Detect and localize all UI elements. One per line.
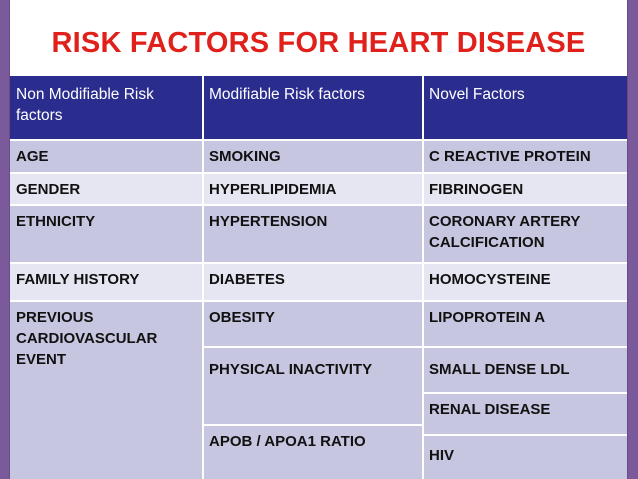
header-novel: Novel Factors bbox=[423, 76, 627, 140]
table-cell: PHYSICAL INACTIVITY bbox=[203, 347, 423, 425]
table-cell: PREVIOUS CARDIOVASCULAR EVENT bbox=[10, 301, 203, 479]
table-cell: FAMILY HISTORY bbox=[10, 263, 203, 301]
header-non-modifiable: Non Modifiable Risk factors bbox=[10, 76, 203, 140]
header-modifiable: Modifiable Risk factors bbox=[203, 76, 423, 140]
table-cell: AGE bbox=[10, 140, 203, 173]
table-cell: APOB / APOA1 RATIO bbox=[203, 425, 423, 479]
table-cell: LIPOPROTEIN A bbox=[423, 301, 627, 347]
table-cell: C REACTIVE PROTEIN bbox=[423, 140, 627, 173]
slide: RISK FACTORS FOR HEART DISEASE Non Modif… bbox=[10, 0, 627, 479]
table-cell: HOMOCYSTEINE bbox=[423, 263, 627, 301]
grid-line bbox=[203, 424, 423, 426]
table-cell: OBESITY bbox=[203, 301, 423, 347]
table-cell: RENAL DISEASE bbox=[423, 393, 627, 435]
table-cell: GENDER bbox=[10, 173, 203, 205]
grid-line bbox=[10, 172, 627, 174]
table-cell: HIV bbox=[423, 435, 627, 479]
grid-line bbox=[10, 300, 627, 302]
grid-line bbox=[423, 434, 627, 436]
grid-line bbox=[10, 262, 627, 264]
table-cell: DIABETES bbox=[203, 263, 423, 301]
table-cell: HYPERLIPIDEMIA bbox=[203, 173, 423, 205]
grid-line bbox=[10, 139, 627, 141]
grid-line bbox=[423, 392, 627, 394]
grid-line bbox=[202, 76, 204, 479]
grid-line bbox=[422, 76, 424, 479]
slide-title: RISK FACTORS FOR HEART DISEASE bbox=[51, 27, 586, 59]
grid-line bbox=[203, 346, 627, 348]
table-cell: ETHNICITY bbox=[10, 205, 203, 263]
grid-line bbox=[10, 204, 627, 206]
table-cell: SMALL DENSE LDL bbox=[423, 347, 627, 393]
table-cell: CORONARY ARTERY CALCIFICATION bbox=[423, 205, 627, 263]
table-cell: SMOKING bbox=[203, 140, 423, 173]
table-cell: FIBRINOGEN bbox=[423, 173, 627, 205]
table-cell: HYPERTENSION bbox=[203, 205, 423, 263]
